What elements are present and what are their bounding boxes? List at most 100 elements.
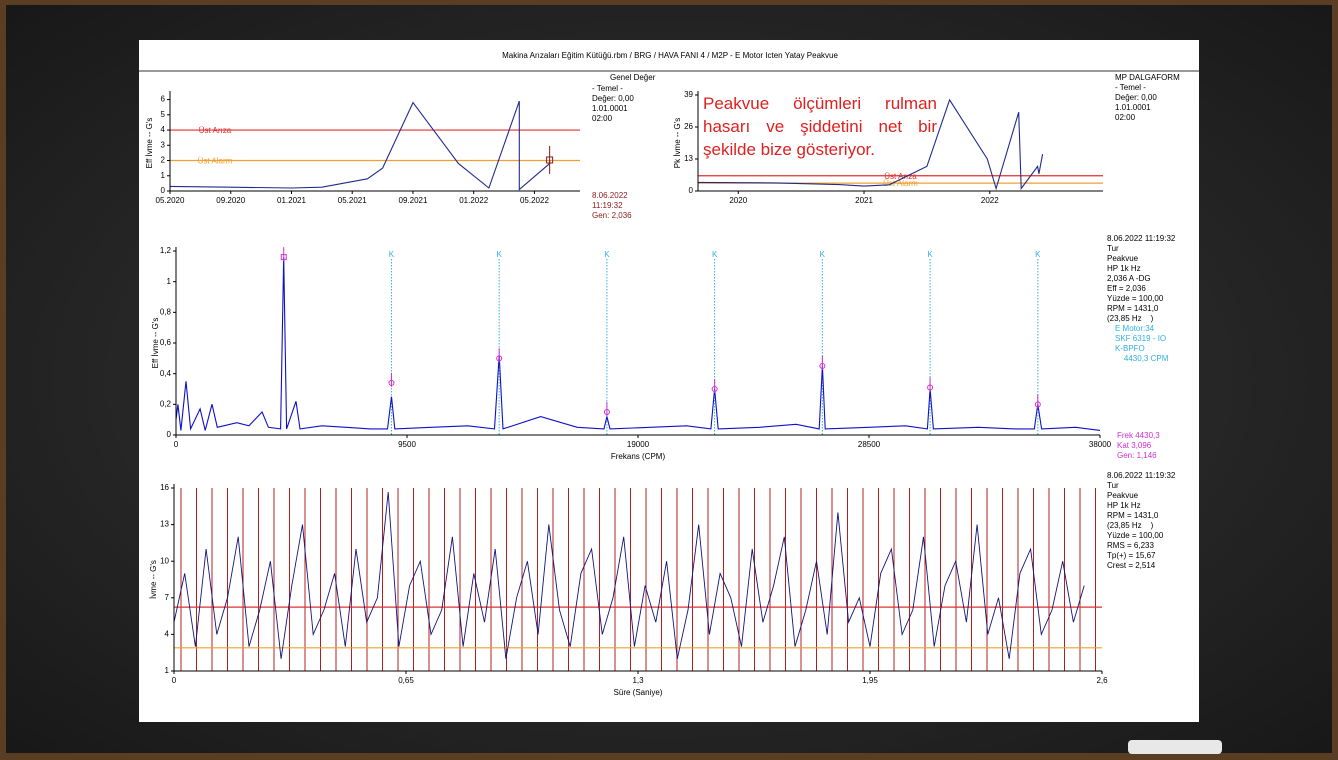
info-line: Tur — [1107, 481, 1119, 490]
info-line: RPM = 1431,0 — [1107, 511, 1159, 520]
info-line: Eff = 2,036 — [1107, 284, 1146, 293]
data-line — [169, 100, 551, 191]
y-tick-label: 13 — [160, 520, 169, 529]
x-tick-label: 01.2021 — [277, 196, 306, 205]
info-line: Gen: 2,036 — [592, 211, 632, 220]
x-tick-label: 05.2020 — [156, 196, 185, 205]
x-tick-label: 09.2020 — [216, 196, 245, 205]
y-tick-label: 3 — [161, 140, 166, 149]
info-line: RMS = 6,233 — [1107, 541, 1154, 550]
x-tick-label: 1,95 — [862, 676, 878, 685]
eraser — [1128, 740, 1222, 754]
x-tick-label: 2022 — [981, 196, 999, 205]
x-tick-label: 0,65 — [398, 676, 414, 685]
x-tick-label: 0 — [174, 440, 179, 449]
info-line: 1.01.0001 — [1115, 103, 1151, 112]
marker — [496, 355, 503, 362]
y-tick-label: 39 — [684, 90, 693, 99]
marker — [280, 254, 287, 261]
y-tick-label: 5 — [161, 110, 166, 119]
fault-label: K — [927, 250, 933, 259]
reference-label: Üst Arıza — [199, 126, 232, 135]
x-tick-label: 2020 — [729, 196, 747, 205]
info-line: (23,85 Hz ) — [1107, 314, 1154, 323]
info-line: Frek 4430,3 — [1117, 431, 1160, 440]
info-title: Genel Değer — [610, 73, 656, 82]
info-line: K-BPFO — [1115, 344, 1145, 353]
y-tick-label: 1 — [167, 277, 172, 286]
x-tick-label: 05.2022 — [520, 196, 549, 205]
info-line: 4430,3 CPM — [1115, 354, 1169, 363]
reference-label: Üst Alarm — [198, 157, 233, 166]
fault-label: K — [604, 250, 610, 259]
info-line: 8.06.2022 11:19:32 — [1107, 234, 1176, 243]
data-line — [697, 98, 1044, 191]
y-tick-label: 0,6 — [160, 338, 172, 347]
info-line: Peakvue — [1107, 491, 1139, 500]
y-tick-label: 0 — [689, 186, 694, 195]
info-line: 8.06.2022 11:19:32 — [1107, 471, 1176, 480]
marker — [388, 379, 395, 386]
y-tick-label: 6 — [161, 95, 166, 104]
y-tick-label: 0,4 — [160, 369, 172, 378]
info-line: Gen: 1,146 — [1117, 451, 1157, 460]
reference-label: Üst Alarm — [883, 179, 918, 188]
info-line: 1.01.0001 — [592, 104, 628, 113]
info-line: HP 1k Hz — [1107, 264, 1141, 273]
info-line: Yüzde = 100,00 — [1107, 294, 1164, 303]
info-line: MP DALGAFORM — [1115, 73, 1180, 82]
info-line: 02:00 — [592, 114, 613, 123]
y-tick-label: 4 — [165, 630, 170, 639]
x-tick-label: 0 — [172, 676, 177, 685]
x-axis-label: Süre (Saniye) — [614, 688, 663, 697]
info-line: E Motor:34 — [1115, 324, 1155, 333]
x-axis-label: Frekans (CPM) — [611, 452, 666, 461]
info-line: Kat 3,096 — [1117, 441, 1152, 450]
x-tick-label: 2,6 — [1096, 676, 1108, 685]
x-tick-label: 38000 — [1089, 440, 1112, 449]
marker — [819, 363, 826, 369]
info-line: Tp(+) = 15,67 — [1107, 551, 1156, 560]
y-axis-label: Eff İvme -- G's — [151, 318, 160, 369]
info-line: - Temel - — [592, 84, 623, 93]
data-line — [173, 491, 1085, 659]
info-line: - Temel - — [1115, 83, 1146, 92]
y-tick-label: 13 — [684, 154, 693, 163]
y-tick-label: 0,8 — [160, 307, 172, 316]
marker — [603, 409, 610, 415]
report-header: Makina Arızaları Eğitim Kütüğü.rbm / BRG… — [502, 51, 838, 60]
y-tick-label: 7 — [165, 593, 170, 602]
reference-label: Üst Arıza — [884, 172, 917, 181]
report-panel — [139, 40, 1199, 722]
x-tick-label: 1,3 — [632, 676, 644, 685]
info-line: Değer: 0,00 — [1115, 93, 1157, 102]
y-tick-label: 2 — [161, 156, 166, 165]
info-line: 2,036 A -DG — [1107, 274, 1151, 283]
y-tick-label: 1 — [165, 666, 170, 675]
y-tick-label: 16 — [160, 483, 169, 492]
info-line: 11:19:32 — [592, 201, 623, 210]
info-line: Yüzde = 100,00 — [1107, 531, 1164, 540]
info-line: HP 1k Hz — [1107, 501, 1141, 510]
info-line: SKF 6319 - IO — [1115, 334, 1166, 343]
info-line: 02:00 — [1115, 113, 1136, 122]
info-line: Değer: 0,00 — [592, 94, 634, 103]
y-tick-label: 4 — [161, 125, 166, 134]
fault-label: K — [820, 250, 826, 259]
y-tick-label: 0 — [167, 430, 172, 439]
y-tick-label: 10 — [160, 556, 169, 565]
y-axis-label: Pk İvme -- G's — [673, 118, 682, 168]
y-axis-label: Eff İvme -- G's — [145, 118, 154, 169]
info-line: Tur — [1107, 244, 1119, 253]
info-line: (23,85 Hz ) — [1107, 521, 1154, 530]
x-tick-label: 19000 — [627, 440, 650, 449]
fault-label: K — [389, 250, 395, 259]
info-line: 8.06.2022 — [592, 191, 628, 200]
marker — [927, 384, 934, 391]
info-line: Crest = 2,514 — [1107, 561, 1156, 570]
y-tick-label: 0,2 — [160, 399, 172, 408]
fault-label: K — [1035, 250, 1041, 259]
fault-label: K — [497, 250, 503, 259]
marker — [1034, 401, 1041, 408]
y-tick-label: 1,2 — [160, 246, 172, 255]
